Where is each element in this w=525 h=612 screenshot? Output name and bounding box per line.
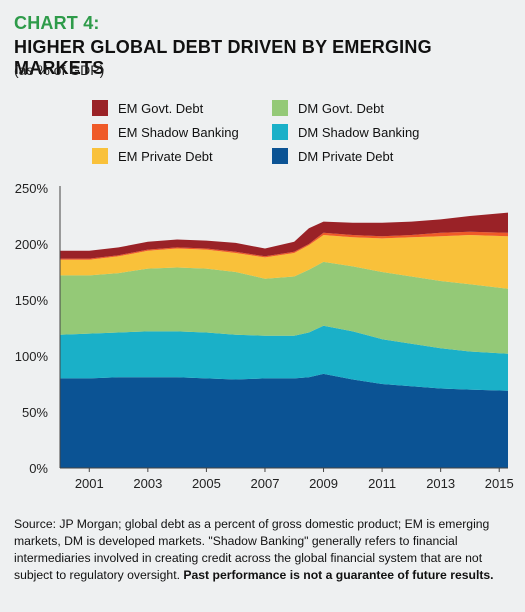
area-dm-shadow-banking	[60, 325, 508, 391]
y-tick-label: 200%	[15, 237, 49, 252]
chart-number: CHART 4:	[14, 13, 100, 33]
x-tick-label: 2007	[251, 476, 280, 491]
legend-label: EM Private Debt	[118, 148, 213, 164]
x-tick-label: 2011	[368, 476, 396, 491]
area-em-shadow-banking	[60, 231, 508, 260]
legend-swatch	[92, 148, 108, 164]
chart-subtitle: (as % of GDP)	[14, 62, 105, 78]
x-tick-label: 2009	[309, 476, 338, 491]
chart-title: HIGHER GLOBAL DEBT DRIVEN BY EMERGING MA…	[14, 37, 432, 78]
x-tick-label: 2015	[485, 476, 514, 491]
x-tick-label: 2001	[75, 476, 104, 491]
legend-swatch	[272, 148, 288, 164]
stacked-area-chart: 0% 50% 100% 150% 200% 250% 2001 2003 2005 2007 200…	[15, 181, 514, 491]
legend-label: DM Shadow Banking	[298, 124, 420, 140]
legend-swatch	[92, 124, 108, 140]
legend-swatch	[272, 100, 288, 116]
x-tick-label: 2003	[133, 476, 162, 491]
area-dm-govt-debt	[60, 261, 508, 354]
legend-item: EM Private Debt	[92, 148, 213, 164]
legend-item: EM Govt. Debt	[92, 100, 203, 116]
x-tick-label: 2013	[426, 476, 455, 491]
legend-swatch	[92, 100, 108, 116]
y-tick-label: 0%	[29, 461, 48, 476]
legend-label: EM Shadow Banking	[118, 124, 239, 140]
y-tick-label: 150%	[15, 293, 49, 308]
x-tick-label: 2005	[192, 476, 221, 491]
legend-swatch	[272, 124, 288, 140]
legend-item: DM Govt. Debt	[272, 100, 384, 116]
source-note: Source: JP Morgan; global debt as a perc…	[14, 516, 514, 584]
legend-label: EM Govt. Debt	[118, 100, 204, 116]
area-em-private-debt	[60, 235, 508, 289]
y-tick-label: 100%	[15, 349, 49, 364]
legend-item: DM Private Debt	[272, 148, 393, 164]
legend-item: DM Shadow Banking	[272, 124, 419, 140]
disclaimer-text: Past performance is not a guarantee of f…	[183, 568, 494, 582]
chart-legend: EM Govt. Debt DM Govt. Debt EM Shadow Bank…	[92, 100, 452, 172]
area-em-govt-debt	[60, 212, 508, 259]
source-text: Source: JP Morgan; global debt as a perc…	[14, 517, 490, 582]
legend-item: EM Shadow Banking	[92, 124, 239, 140]
y-tick-label: 50%	[22, 405, 48, 420]
y-tick-label: 250%	[15, 181, 49, 196]
area-dm-private-debt	[60, 373, 508, 468]
legend-label: DM Govt. Debt	[298, 100, 384, 116]
legend-label: DM Private Debt	[298, 148, 394, 164]
